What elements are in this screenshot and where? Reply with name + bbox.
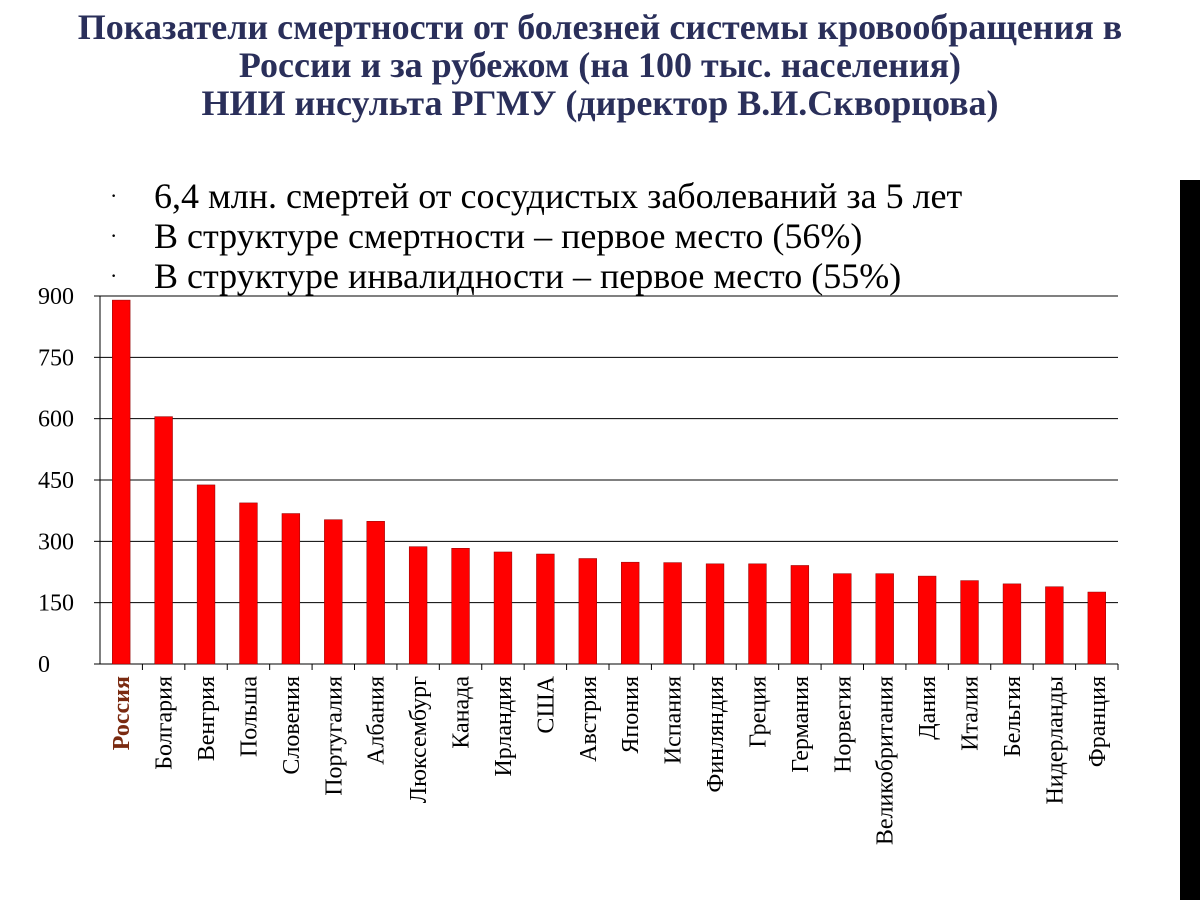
x-tick-label: Ирландия: [491, 676, 517, 777]
x-tick-label: Бельгия: [1000, 676, 1026, 757]
x-tick-label: Словения: [279, 676, 305, 775]
bar: [833, 573, 852, 665]
bullet-dot-icon: ·: [110, 263, 118, 288]
bar: [1045, 586, 1064, 665]
x-tick-label: Нидерланды: [1042, 676, 1068, 805]
x-tick-label: Польша: [236, 676, 262, 757]
x-tick-label: Испания: [661, 676, 687, 764]
bar: [1087, 591, 1106, 665]
x-tick-label: Австрия: [576, 676, 602, 762]
bar: [324, 519, 343, 665]
x-tick-label: Греция: [745, 676, 771, 748]
title-line-2: России и за рубежом (на 100 тыс. населен…: [238, 45, 962, 85]
x-tick-label: Португалия: [321, 676, 347, 796]
bar: [536, 553, 555, 665]
title-line-1: Показатели смертности от болезней систем…: [77, 7, 1123, 47]
bar: [451, 548, 470, 665]
x-tick-label: Дания: [915, 676, 941, 740]
y-tick-label: 0: [38, 652, 50, 678]
y-tick-label: 600: [38, 407, 74, 433]
x-tick-label: Япония: [618, 676, 644, 754]
bullet-item: · В структуре смертности – первое место …: [110, 216, 962, 256]
bullet-item: · В структуре инвалидности – первое мест…: [110, 256, 962, 296]
x-tick-label: Норвегия: [830, 676, 856, 773]
y-tick-label: 300: [38, 529, 74, 555]
bar: [154, 416, 173, 665]
y-tick-label: 150: [38, 591, 74, 617]
y-tick-label: 900: [38, 284, 74, 310]
bar: [960, 580, 979, 665]
bullet-item: · 6,4 млн. смертей от сосудистых заболев…: [110, 176, 962, 216]
bar: [408, 546, 428, 665]
y-tick-label: 750: [38, 345, 74, 371]
bullet-list: · 6,4 млн. смертей от сосудистых заболев…: [110, 176, 962, 296]
slide-edge-bar: [1180, 180, 1200, 900]
x-tick-label: Италия: [958, 676, 984, 751]
bar: [578, 558, 597, 665]
x-tick-label: Великобритания: [873, 676, 899, 845]
bar: [493, 551, 513, 665]
bar: [663, 562, 682, 665]
x-tick-label: США: [533, 675, 559, 733]
bar: [1002, 583, 1022, 665]
bar: [790, 565, 810, 665]
bullet-text: В структуре смертности – первое место (5…: [154, 216, 863, 256]
x-tick-label: Германия: [788, 676, 814, 773]
bar: [239, 502, 258, 665]
bar: [705, 563, 725, 665]
bar: [621, 561, 640, 665]
slide-title: Показатели смертности от болезней систем…: [0, 8, 1200, 122]
bar: [196, 484, 216, 665]
bullet-dot-icon: ·: [110, 183, 118, 208]
bar: [875, 573, 894, 665]
bullet-text: В структуре инвалидности – первое место …: [154, 256, 902, 296]
x-tick-label: Люксембург: [406, 676, 432, 803]
bar: [281, 513, 301, 665]
bar: [112, 299, 131, 665]
x-tick-label: Венгрия: [194, 676, 220, 761]
title-line-3: НИИ инсульта РГМУ (директор В.И.Скворцов…: [201, 83, 999, 123]
x-tick-label: Албания: [364, 676, 390, 765]
x-tick-label: Финляндия: [703, 676, 729, 793]
bullet-dot-icon: ·: [110, 223, 118, 248]
x-tick-label: Россия: [109, 676, 135, 750]
bar: [748, 563, 767, 665]
bar: [366, 521, 385, 665]
bullet-text: 6,4 млн. смертей от сосудистых заболеван…: [154, 176, 963, 216]
x-tick-label: Франция: [1085, 676, 1111, 767]
bar: [917, 575, 937, 665]
x-tick-label: Болгария: [152, 676, 178, 770]
x-tick-label: Канада: [449, 676, 475, 749]
y-tick-label: 450: [38, 468, 74, 494]
